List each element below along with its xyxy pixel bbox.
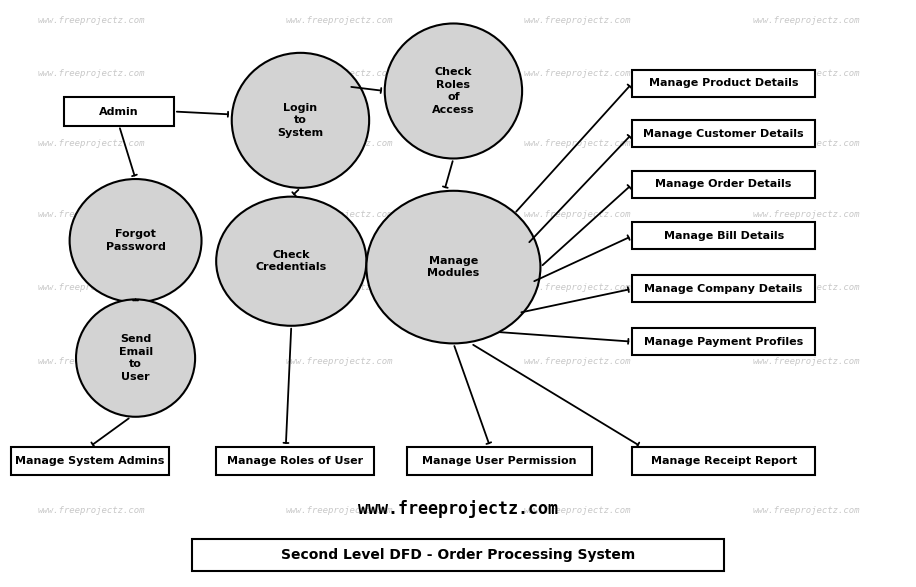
FancyBboxPatch shape — [216, 447, 374, 475]
Text: Login
to
System: Login to System — [278, 103, 323, 138]
Text: www.freeprojectz.com: www.freeprojectz.com — [752, 16, 860, 25]
Ellipse shape — [70, 179, 202, 302]
Text: www.freeprojectz.com: www.freeprojectz.com — [38, 210, 146, 219]
Text: Check
Credentials: Check Credentials — [256, 250, 327, 272]
Text: Manage Payment Profiles: Manage Payment Profiles — [644, 336, 803, 347]
Text: Check
Roles
of
Access: Check Roles of Access — [432, 68, 474, 114]
FancyBboxPatch shape — [632, 120, 815, 147]
Text: www.freeprojectz.com: www.freeprojectz.com — [752, 283, 860, 292]
Text: www.freeprojectz.com: www.freeprojectz.com — [285, 69, 393, 78]
Text: Manage User Permission: Manage User Permission — [422, 456, 576, 466]
Text: Manage Product Details: Manage Product Details — [649, 78, 799, 89]
Text: www.freeprojectz.com: www.freeprojectz.com — [523, 139, 631, 149]
Text: www.freeprojectz.com: www.freeprojectz.com — [523, 210, 631, 219]
Text: Manage Company Details: Manage Company Details — [645, 284, 802, 294]
Text: www.freeprojectz.com: www.freeprojectz.com — [752, 506, 860, 515]
Text: www.freeprojectz.com: www.freeprojectz.com — [285, 356, 393, 366]
Text: www.freeprojectz.com: www.freeprojectz.com — [38, 139, 146, 149]
Text: Manage
Modules: Manage Modules — [427, 256, 480, 278]
FancyBboxPatch shape — [632, 275, 815, 302]
Ellipse shape — [216, 197, 366, 326]
Text: www.freeprojectz.com: www.freeprojectz.com — [752, 356, 860, 366]
FancyBboxPatch shape — [632, 447, 815, 475]
Text: www.freeprojectz.com: www.freeprojectz.com — [523, 283, 631, 292]
Text: Forgot
Password: Forgot Password — [105, 230, 166, 252]
Text: www.freeprojectz.com: www.freeprojectz.com — [285, 139, 393, 149]
Text: www.freeprojectz.com: www.freeprojectz.com — [752, 210, 860, 219]
Ellipse shape — [385, 23, 522, 158]
Ellipse shape — [232, 53, 369, 188]
Text: Manage Order Details: Manage Order Details — [656, 179, 791, 190]
FancyBboxPatch shape — [64, 97, 174, 126]
FancyBboxPatch shape — [632, 328, 815, 355]
Text: Send
Email
to
User: Send Email to User — [118, 335, 153, 382]
FancyBboxPatch shape — [632, 171, 815, 198]
FancyBboxPatch shape — [632, 222, 815, 249]
Text: Admin: Admin — [99, 106, 139, 117]
Text: Manage Bill Details: Manage Bill Details — [663, 231, 784, 241]
FancyBboxPatch shape — [192, 539, 724, 571]
Ellipse shape — [366, 191, 540, 343]
Text: Second Level DFD - Order Processing System: Second Level DFD - Order Processing Syst… — [281, 548, 635, 562]
Text: Manage System Admins: Manage System Admins — [15, 456, 165, 466]
FancyBboxPatch shape — [632, 70, 815, 97]
Text: www.freeprojectz.com: www.freeprojectz.com — [285, 283, 393, 292]
Text: www.freeprojectz.com: www.freeprojectz.com — [752, 139, 860, 149]
Text: www.freeprojectz.com: www.freeprojectz.com — [523, 16, 631, 25]
Text: www.freeprojectz.com: www.freeprojectz.com — [38, 69, 146, 78]
Ellipse shape — [76, 299, 195, 417]
Text: www.freeprojectz.com: www.freeprojectz.com — [38, 283, 146, 292]
FancyBboxPatch shape — [11, 447, 169, 475]
Text: www.freeprojectz.com: www.freeprojectz.com — [285, 210, 393, 219]
Text: www.freeprojectz.com: www.freeprojectz.com — [38, 506, 146, 515]
Text: Manage Receipt Report: Manage Receipt Report — [650, 456, 797, 466]
Text: Manage Customer Details: Manage Customer Details — [643, 129, 804, 139]
Text: www.freeprojectz.com: www.freeprojectz.com — [752, 69, 860, 78]
Text: www.freeprojectz.com: www.freeprojectz.com — [38, 16, 146, 25]
Text: www.freeprojectz.com: www.freeprojectz.com — [38, 356, 146, 366]
Text: www.freeprojectz.com: www.freeprojectz.com — [523, 69, 631, 78]
Text: www.freeprojectz.com: www.freeprojectz.com — [285, 506, 393, 515]
Text: www.freeprojectz.com: www.freeprojectz.com — [358, 500, 558, 518]
Text: www.freeprojectz.com: www.freeprojectz.com — [523, 356, 631, 366]
FancyBboxPatch shape — [407, 447, 592, 475]
Text: www.freeprojectz.com: www.freeprojectz.com — [523, 506, 631, 515]
Text: Manage Roles of User: Manage Roles of User — [227, 456, 363, 466]
Text: www.freeprojectz.com: www.freeprojectz.com — [285, 16, 393, 25]
